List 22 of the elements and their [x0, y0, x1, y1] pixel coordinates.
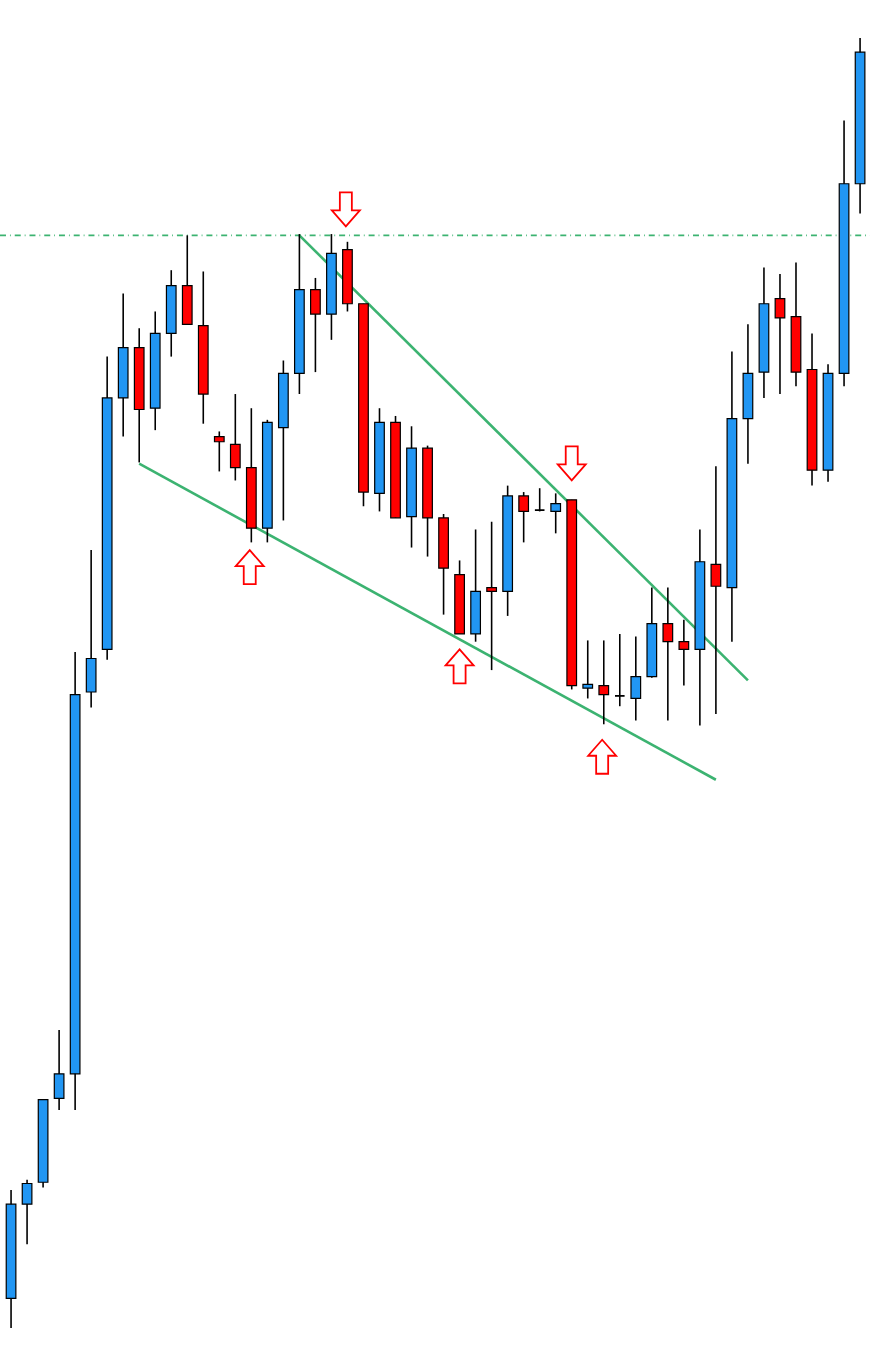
candlestick — [550, 492, 562, 535]
candlestick — [518, 491, 530, 544]
candlestick — [533, 487, 546, 513]
candlestick — [678, 618, 690, 687]
candlestick — [213, 430, 225, 473]
candlestick — [165, 269, 177, 358]
candlestick — [85, 549, 97, 709]
candlestick — [181, 234, 193, 326]
candlestick — [614, 633, 626, 708]
candlestick — [470, 528, 482, 643]
candlestick — [582, 639, 594, 700]
candlestick — [598, 639, 610, 726]
candlestick — [486, 520, 498, 671]
candlestick — [662, 586, 674, 722]
candlestick — [229, 393, 241, 482]
candlestick — [53, 1029, 65, 1111]
candlestick — [630, 635, 642, 722]
candlestick — [742, 323, 754, 465]
candlestick — [710, 465, 722, 715]
candlestick — [310, 277, 321, 373]
candlestick — [21, 1178, 33, 1245]
candlestick — [774, 273, 786, 395]
